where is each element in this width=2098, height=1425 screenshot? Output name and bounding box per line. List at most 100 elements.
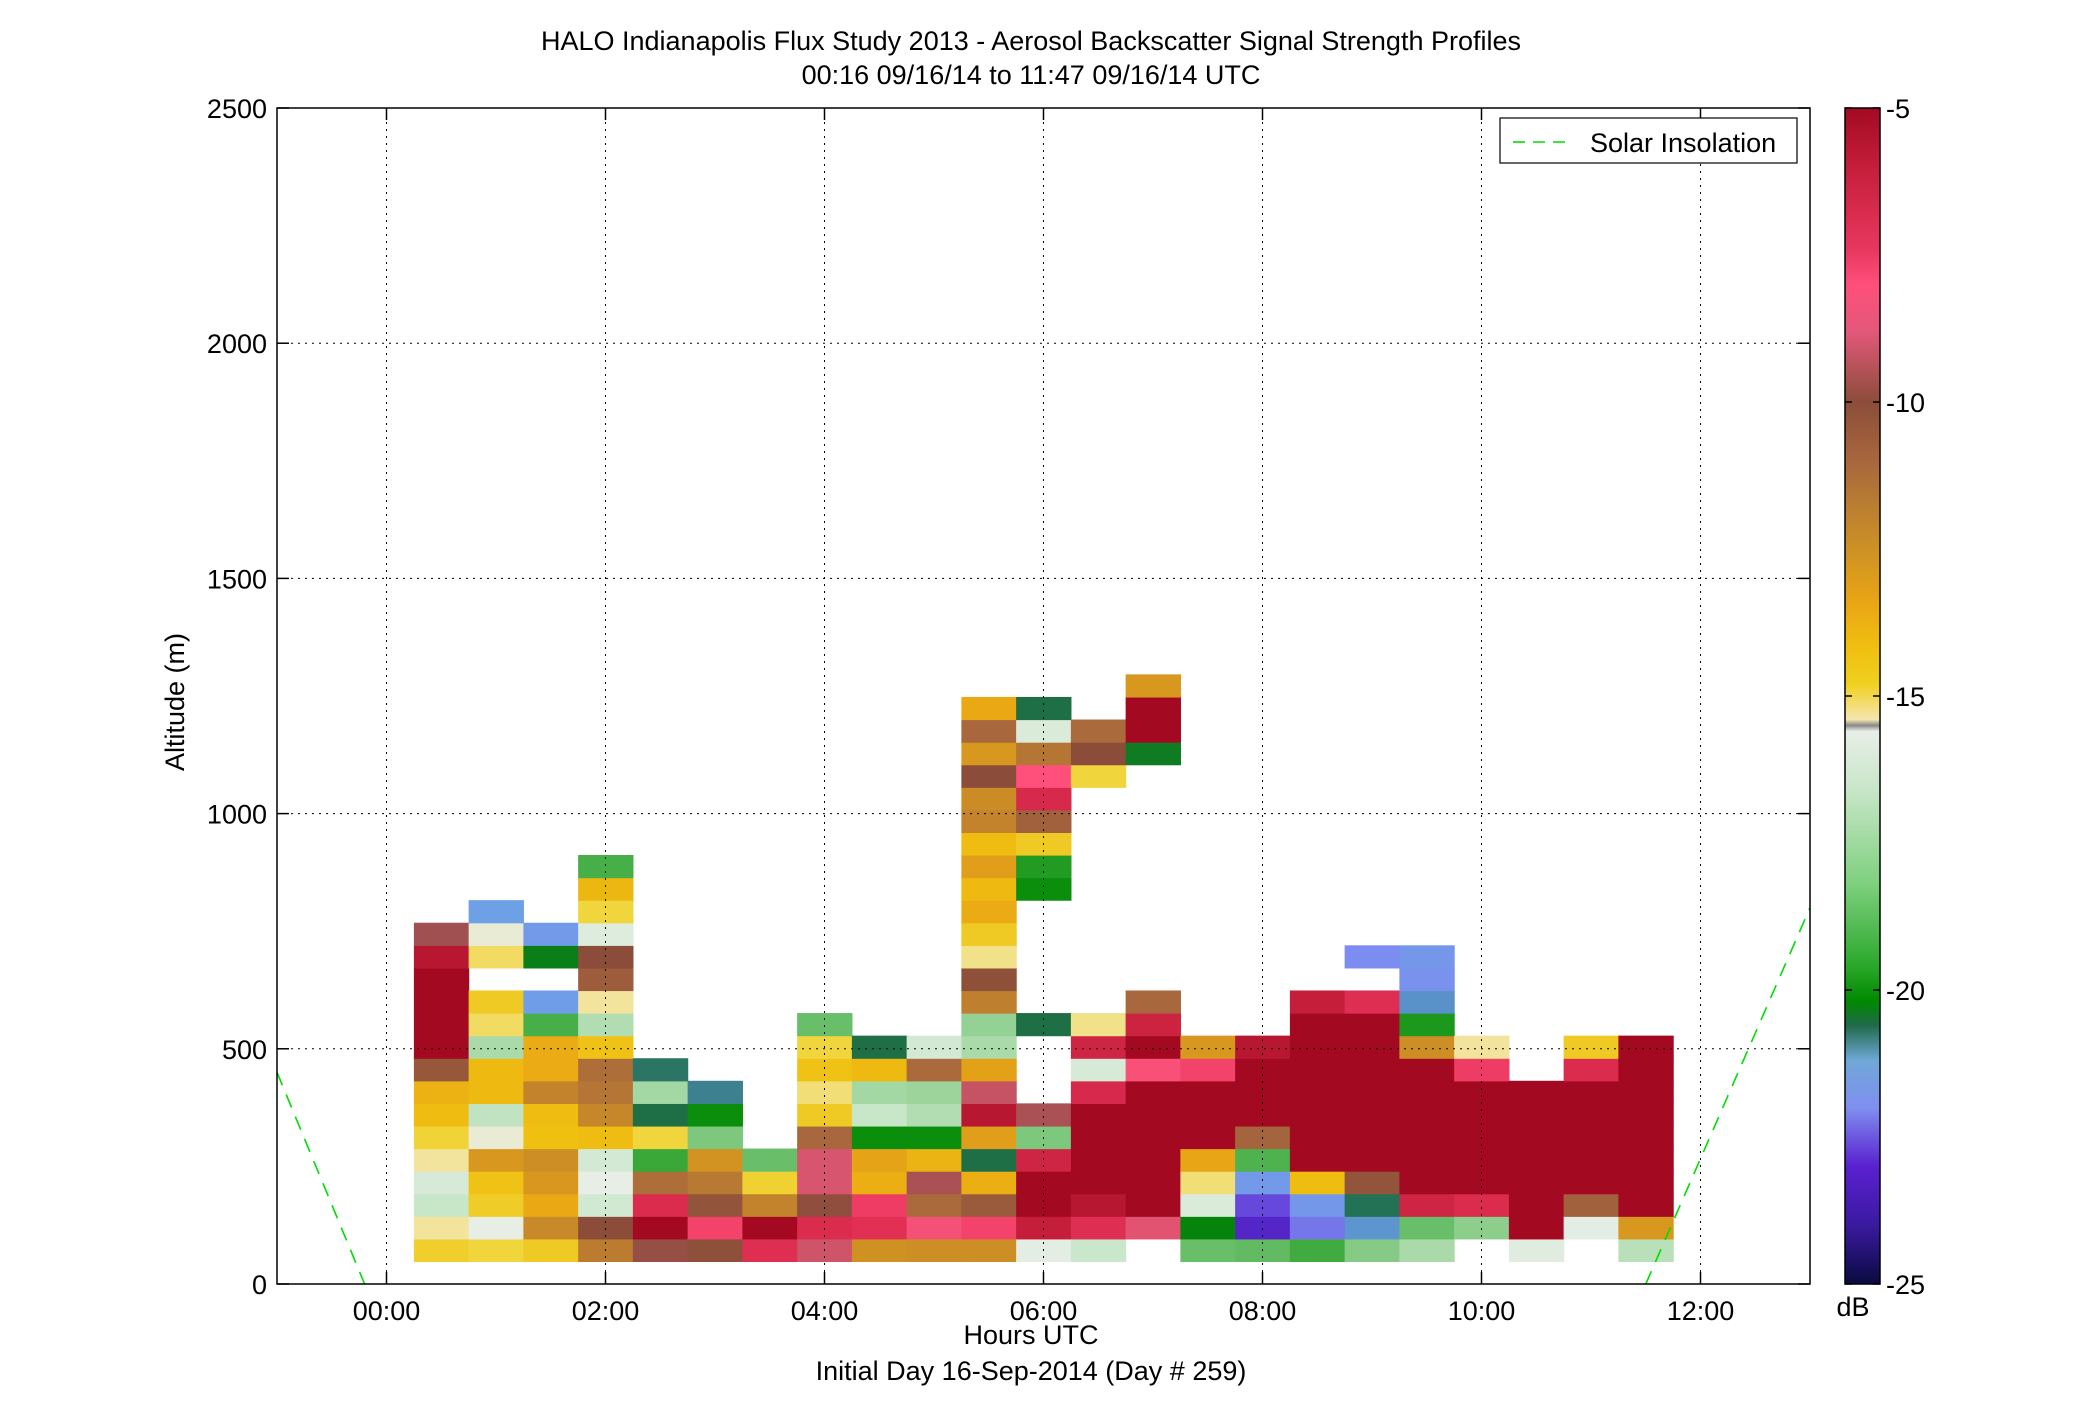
heatmap-cell [413,1216,470,1240]
heatmap-cell [1289,990,1346,1014]
heatmap-cell [1399,1171,1455,1195]
heatmap-cell [578,1193,634,1217]
heatmap-cell [1454,1080,1510,1104]
heatmap-cell [961,1103,1017,1127]
heatmap-cell [1344,1080,1400,1104]
heatmap-cell [1618,1193,1674,1217]
heatmap-cell [1070,1103,1127,1127]
heatmap-cell [961,1216,1017,1240]
heatmap-cell [1563,1080,1619,1104]
heatmap-cell [961,967,1017,992]
heatmap-cell [851,1238,908,1263]
heatmap-cell [632,1148,689,1172]
heatmap-cell [1125,1103,1181,1127]
heatmap-cell [1289,1148,1346,1172]
colorbar: -5 -10 -15 -20 -25 dB [1836,94,1925,1322]
heatmap-cell [523,1013,579,1037]
heatmap-cell [632,1058,689,1082]
heatmap-cell [687,1171,743,1195]
heatmap-cell [1289,1193,1346,1217]
heatmap-cell [523,1080,579,1104]
heatmap-cell [468,1080,524,1104]
heatmap-cell [632,1103,689,1127]
heatmap-cell [961,1148,1017,1172]
heatmap-cell [961,945,1017,969]
heatmap-cell [468,900,524,924]
heatmap-cell [1125,1080,1181,1104]
heatmap-cell [1180,1171,1236,1195]
x-tick-label: 00:00 [353,1296,421,1326]
heatmap-cell [851,1148,908,1172]
heatmap-cell [1618,1035,1674,1059]
heatmap-cell [961,1238,1017,1263]
heatmap-cell [1618,1148,1674,1172]
heatmap-cell [1618,1125,1674,1150]
heatmap-cell [906,1080,962,1104]
heatmap-cell [1618,1080,1674,1104]
heatmap-cell [797,1171,853,1195]
heatmap-cell [1016,809,1072,834]
heatmap-cell [961,1171,1017,1195]
heatmap-cell [1289,1216,1346,1240]
heatmap-cell [413,990,470,1014]
heatmap-cell [523,1103,579,1127]
heatmap-cell [742,1193,798,1217]
heatmap-cell [1344,1125,1400,1150]
heatmap-cell [1125,1013,1181,1037]
heatmap-cell [468,945,524,969]
heatmap-cell [961,877,1017,901]
chart-title: HALO Indianapolis Flux Study 2013 - Aero… [541,26,1521,56]
heatmap-cell [1125,719,1181,743]
heatmap-cell [632,1125,689,1150]
heatmap-cell [413,1013,470,1037]
colorbar-tick-label: -25 [1886,1270,1925,1300]
heatmap-cells [413,674,1674,1263]
heatmap-cell [523,1171,579,1195]
heatmap-cell [578,967,634,992]
heatmap-cell [1235,1216,1291,1240]
heatmap-cell [961,1013,1017,1037]
heatmap-cell [468,1171,524,1195]
heatmap-cell [961,742,1017,766]
heatmap-cell [1016,1103,1072,1127]
heatmap-cell [1508,1238,1565,1263]
heatmap-cell [468,990,524,1014]
y-axis-label: Altitude (m) [160,633,190,771]
heatmap-cell [906,1125,962,1150]
heatmap-cell [687,1103,743,1127]
heatmap-cell [1070,1148,1127,1172]
heatmap-cell [578,1216,634,1240]
heatmap-cell [1344,1216,1400,1240]
heatmap-cell [851,1035,908,1059]
heatmap-cell [687,1125,743,1150]
colorbar-tick-label: -15 [1886,682,1925,712]
heatmap-cell [523,1216,579,1240]
heatmap-cell [742,1148,798,1172]
heatmap-cell [961,855,1017,879]
heatmap-cell [687,1080,743,1104]
heatmap-cell [1344,1238,1400,1263]
heatmap-cell [1180,1238,1236,1263]
colorbar-ticks: -5 -10 -15 -20 -25 [1845,94,1925,1300]
colorbar-tick-label: -5 [1886,94,1910,124]
heatmap-cell [1070,1058,1127,1082]
heatmap-cell [687,1238,743,1263]
heatmap-cell [687,1193,743,1217]
heatmap-cell [1454,1058,1510,1082]
heatmap-cell [961,922,1017,946]
heatmap-cell [413,1080,470,1104]
heatmap-cell [1180,1103,1236,1127]
heatmap-cell [1235,1148,1291,1172]
colorbar-label: dB [1836,1292,1869,1322]
heatmap-cell [468,1148,524,1172]
heatmap-cell [468,1238,524,1263]
heatmap-cell [578,1171,634,1195]
heatmap-cell [632,1193,689,1217]
heatmap-cell [413,1238,470,1263]
heatmap-cell [851,1103,908,1127]
heatmap-cell [1508,1103,1565,1127]
heatmap-cell [742,1171,798,1195]
heatmap-cell [1180,1035,1236,1059]
heatmap-cell [1289,1080,1346,1104]
